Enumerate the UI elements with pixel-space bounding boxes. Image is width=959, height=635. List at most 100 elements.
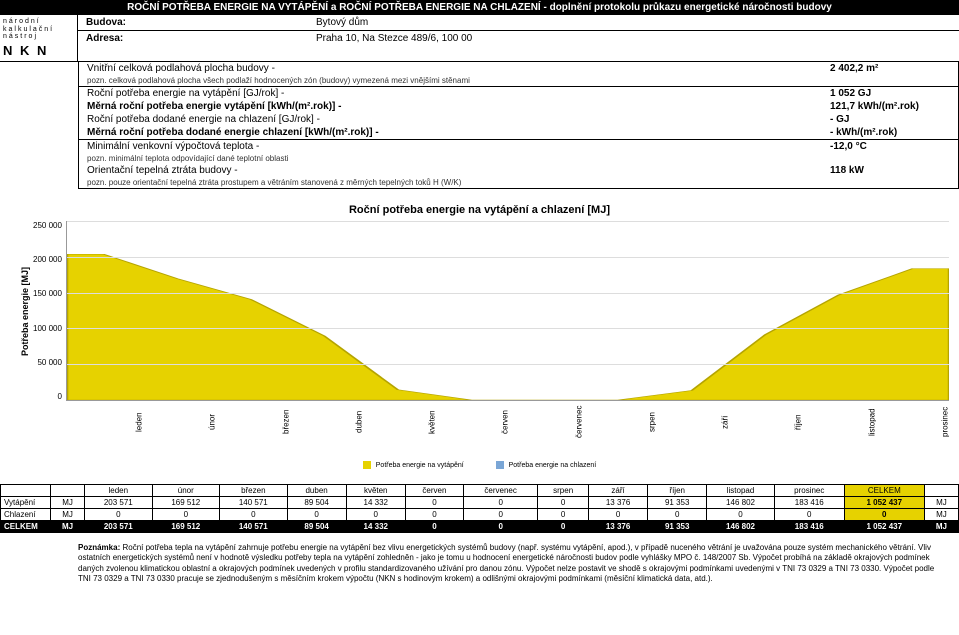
adresa-value: Praha 10, Na Stezce 489/6, 100 00 xyxy=(316,33,472,44)
table-header: leden xyxy=(85,485,153,497)
grid-line xyxy=(67,328,949,329)
table-cell: 91 353 xyxy=(648,521,707,533)
row-unit-2: MJ xyxy=(924,497,958,509)
table-header: listopad xyxy=(707,485,775,497)
table-row: VytápěníMJ203 571169 512140 57189 50414 … xyxy=(1,497,959,509)
legend-heat-swatch xyxy=(363,461,371,469)
x-tick: duben xyxy=(290,401,363,446)
energy-block: Roční potřeba energie na vytápění [GJ/ro… xyxy=(78,87,959,140)
table-cell: 169 512 xyxy=(152,521,220,533)
table-cell: 140 571 xyxy=(220,497,288,509)
grid-line xyxy=(67,221,949,222)
cool-specific-label: Měrná roční potřeba dodané energie chlaz… xyxy=(87,127,830,138)
x-tick: září xyxy=(656,401,729,446)
heat-loss-value: 118 kW xyxy=(830,165,950,176)
floor-area-label: Vnitřní celková podlahová plocha budovy … xyxy=(87,63,830,74)
table-header xyxy=(1,485,51,497)
table-row: ChlazeníMJ0000000000000MJ xyxy=(1,509,959,521)
table-cell: 14 332 xyxy=(346,497,405,509)
row-label: Chlazení xyxy=(1,509,51,521)
footnote: Poznámka: Roční potřeba tepla na vytápěn… xyxy=(78,543,939,585)
heat-specific-value: 121,7 kWh/(m².rok) xyxy=(830,101,950,112)
heat-annual-label: Roční potřeba energie na vytápění [GJ/ro… xyxy=(87,88,830,99)
heating-area xyxy=(67,254,949,400)
x-tick: říjen xyxy=(729,401,802,446)
row-unit: MJ xyxy=(51,497,85,509)
table-header: prosinec xyxy=(774,485,844,497)
legend-heat: Potřeba energie na vytápění xyxy=(363,461,464,469)
row-total: 1 052 437 xyxy=(844,497,924,509)
page-header: ROČNÍ POTŘEBA ENERGIE NA VYTÁPĚNÍ a ROČN… xyxy=(0,0,959,15)
x-tick: listopad xyxy=(803,401,876,446)
y-tick: 250 000 xyxy=(33,221,62,230)
y-tick: 150 000 xyxy=(33,289,62,298)
table-header xyxy=(51,485,85,497)
table-cell: 0 xyxy=(405,521,463,533)
chart-legend: Potřeba energie na vytápění Potřeba ener… xyxy=(0,461,959,469)
table-cell: 203 571 xyxy=(85,521,153,533)
x-axis: ledenúnorbřezendubenkvětenčervenčervenec… xyxy=(70,401,949,446)
floor-area-value: 2 402,2 m² xyxy=(830,63,950,74)
budova-value: Bytový dům xyxy=(316,17,368,28)
min-temp-label: Minimální venkovní výpočtová teplota - xyxy=(87,141,830,152)
footnote-label: Poznámka: xyxy=(78,543,120,552)
table-header xyxy=(924,485,958,497)
table-header: květen xyxy=(346,485,405,497)
table-header: srpen xyxy=(538,485,589,497)
logo-line-3: nástroj xyxy=(3,33,74,41)
table-cell: 183 416 xyxy=(774,497,844,509)
x-tick: březen xyxy=(217,401,290,446)
logo-line-2: kalkulační xyxy=(3,26,74,34)
row-total: 0 xyxy=(844,509,924,521)
table-cell: 0 xyxy=(538,497,589,509)
table-header: červenec xyxy=(464,485,538,497)
table-cell: 0 xyxy=(346,509,405,521)
row-unit-2: MJ xyxy=(924,509,958,521)
table-cell: 89 504 xyxy=(287,521,346,533)
heat-loss-label: Orientační tepelná ztráta budovy - xyxy=(87,165,830,176)
grid-line xyxy=(67,293,949,294)
x-tick: červen xyxy=(436,401,509,446)
footnote-text: Roční potřeba tepla na vytápění zahrnuje… xyxy=(78,543,934,583)
grid-line xyxy=(67,257,949,258)
table-header: červen xyxy=(405,485,463,497)
heat-annual-value: 1 052 GJ xyxy=(830,88,950,99)
table-cell: 183 416 xyxy=(774,521,844,533)
y-axis: 250 000200 000150 000100 00050 0000 xyxy=(33,221,66,401)
chart-area: Roční potřeba energie na vytápění a chla… xyxy=(0,204,959,446)
y-axis-label: Potřeba energie [MJ] xyxy=(20,221,30,401)
table-cell: 0 xyxy=(405,509,463,521)
plot xyxy=(66,221,949,401)
table-header: duben xyxy=(287,485,346,497)
logo-line-1: národní xyxy=(3,18,74,26)
table-cell: 0 xyxy=(152,509,220,521)
legend-cool-label: Potřeba energie na chlazení xyxy=(509,462,597,469)
min-temp-note: pozn. minimální teplota odpovídající dan… xyxy=(79,153,958,164)
chart-title: Roční potřeba energie na vytápění a chla… xyxy=(0,204,959,216)
table-cell: 0 xyxy=(464,521,538,533)
row-unit-2: MJ xyxy=(924,521,958,533)
table-cell: 140 571 xyxy=(220,521,288,533)
heat-loss-note: pozn. pouze orientační tepelná ztráta pr… xyxy=(79,177,958,188)
table-cell: 0 xyxy=(220,509,288,521)
table-cell: 0 xyxy=(405,497,463,509)
table-cell: 0 xyxy=(464,509,538,521)
x-tick: únor xyxy=(143,401,216,446)
legend-heat-label: Potřeba energie na vytápění xyxy=(376,462,464,469)
table-cell: 0 xyxy=(85,509,153,521)
data-table: ledenúnorbřezendubenkvětenčervenčervenec… xyxy=(0,484,959,533)
table-cell: 0 xyxy=(707,509,775,521)
cool-annual-label: Roční potřeba dodané energie na chlazení… xyxy=(87,114,830,125)
x-tick: leden xyxy=(70,401,143,446)
legend-cool: Potřeba energie na chlazení xyxy=(496,461,597,469)
table-header: březen xyxy=(220,485,288,497)
table-cell: 13 376 xyxy=(589,521,648,533)
min-temp-value: -12,0 °C xyxy=(830,141,950,152)
row-label: Vytápění xyxy=(1,497,51,509)
chart-svg xyxy=(67,221,949,400)
table-cell: 203 571 xyxy=(85,497,153,509)
table-cell: 0 xyxy=(287,509,346,521)
grid-line xyxy=(67,364,949,365)
table-header: únor xyxy=(152,485,220,497)
floor-area-block: Vnitřní celková podlahová plocha budovy … xyxy=(78,62,959,87)
